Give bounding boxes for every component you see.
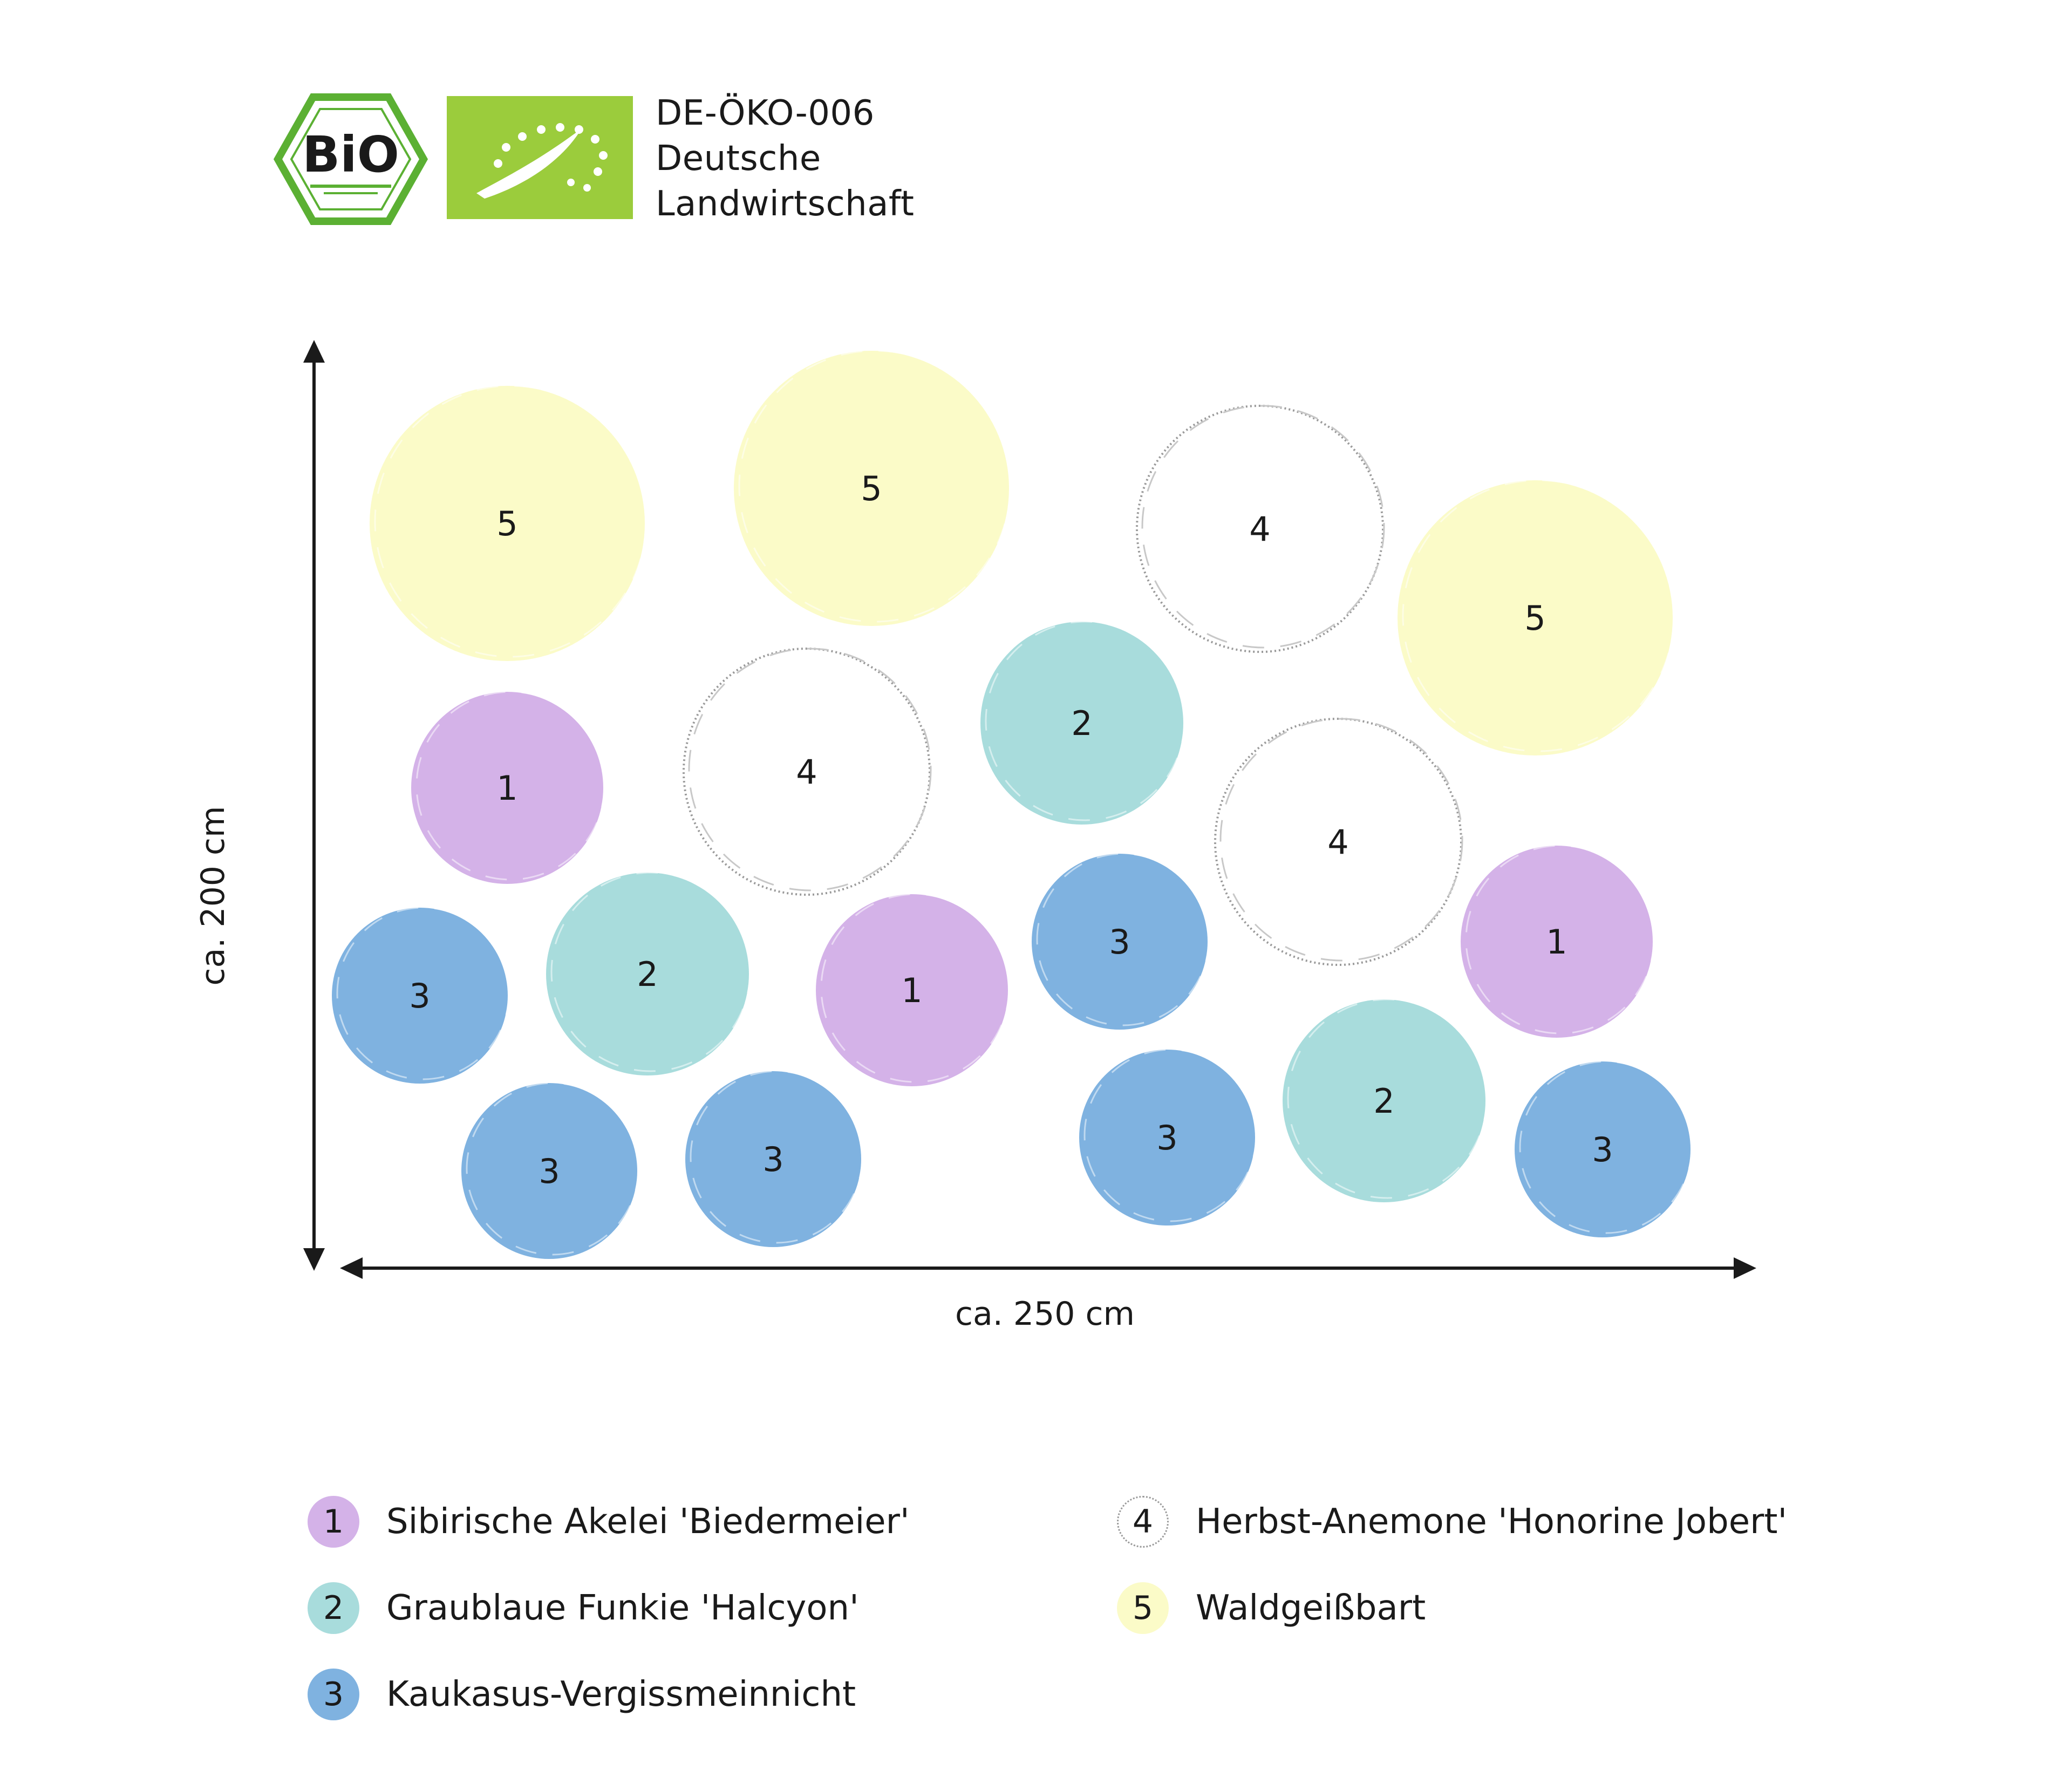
plant-circle-3: 3 — [1079, 1049, 1257, 1225]
certification-code: DE-ÖKO-006 — [656, 93, 875, 133]
certification-line-2: Deutsche — [656, 139, 821, 179]
svg-text:BiO: BiO — [302, 126, 399, 183]
legend-swatch: 2 — [308, 1582, 359, 1634]
vertical-axis-arrow-bottom — [303, 1248, 325, 1271]
plant-number: 2 — [1071, 704, 1092, 743]
legend-swatch: 3 — [308, 1669, 359, 1720]
plant-number: 3 — [539, 1152, 560, 1191]
legend-label: Kaukasus-Vergissmeinnicht — [386, 1674, 856, 1714]
plant-number: 1 — [901, 971, 922, 1010]
plant-number: 5 — [1524, 598, 1545, 638]
legend-label: Waldgeißbart — [1196, 1588, 1426, 1628]
plant-number: 5 — [496, 504, 517, 543]
plant-number: 3 — [1156, 1118, 1177, 1158]
plant-circle-3: 3 — [1032, 853, 1210, 1030]
horizontal-axis-arrow-right — [1734, 1257, 1756, 1279]
legend-swatch: 5 — [1117, 1582, 1169, 1634]
legend-item-1: 1 Sibirische Akelei 'Biedermeier' — [308, 1492, 910, 1551]
plant-circle-5: 5 — [1398, 479, 1675, 755]
plant-number: 2 — [637, 955, 658, 994]
plant-circle-4: 4 — [1136, 405, 1385, 653]
legend-label: Sibirische Akelei 'Biedermeier' — [386, 1502, 910, 1542]
plant-circle-4: 4 — [683, 648, 932, 896]
legend-item-3: 3 Kaukasus-Vergissmeinnicht — [308, 1665, 856, 1724]
legend-label: Herbst-Anemone 'Honorine Jobert' — [1196, 1502, 1788, 1542]
width-dimension-label: ca. 250 cm — [955, 1295, 1135, 1333]
eu-organic-leaf-logo — [447, 96, 633, 219]
plant-circle-1: 1 — [1461, 845, 1655, 1038]
legend-item-4: 4 Herbst-Anemone 'Honorine Jobert' — [1117, 1492, 1787, 1551]
plant-circle-5: 5 — [370, 385, 647, 661]
plant-number: 3 — [409, 976, 430, 1016]
plant-number: 4 — [1327, 822, 1348, 862]
plant-number: 5 — [861, 469, 882, 508]
plant-circle-2: 2 — [546, 872, 751, 1075]
plant-number: 4 — [796, 752, 817, 792]
plant-number: 3 — [1592, 1130, 1613, 1169]
plant-number: 4 — [1249, 509, 1270, 549]
plant-circle-2: 2 — [980, 621, 1185, 825]
plant-circle-5: 5 — [734, 350, 1011, 626]
vertical-axis-arrow-top — [303, 340, 325, 363]
plant-number: 2 — [1373, 1081, 1394, 1121]
bio-seal-icon: BiO — [273, 93, 428, 225]
plant-circle-3: 3 — [1515, 1060, 1693, 1237]
certification-line-3: Landwirtschaft — [656, 184, 915, 224]
legend-item-2: 2 Graublaue Funkie 'Halcyon' — [308, 1578, 859, 1638]
legend-swatch: 4 — [1117, 1496, 1169, 1548]
legend-label: Graublaue Funkie 'Halcyon' — [386, 1588, 859, 1628]
plant-number: 1 — [496, 768, 517, 808]
plant-circle-4: 4 — [1214, 718, 1463, 966]
plant-circle-3: 3 — [332, 907, 510, 1084]
plant-number: 3 — [762, 1140, 783, 1179]
plant-circle-2: 2 — [1283, 998, 1488, 1202]
certification-text: DE-ÖKO-006 Deutsche Landwirtschaft — [656, 91, 914, 227]
plant-circle-1: 1 — [411, 691, 605, 884]
plant-circle-3: 3 — [461, 1082, 639, 1259]
plant-circle-1: 1 — [816, 893, 1010, 1086]
plant-circle-3: 3 — [685, 1070, 863, 1247]
legend-swatch: 1 — [308, 1496, 359, 1548]
legend-item-5: 5 Waldgeißbart — [1117, 1578, 1426, 1638]
plant-number: 1 — [1546, 922, 1567, 962]
plant-number: 3 — [1109, 922, 1130, 962]
horizontal-axis-arrow-left — [340, 1257, 363, 1279]
